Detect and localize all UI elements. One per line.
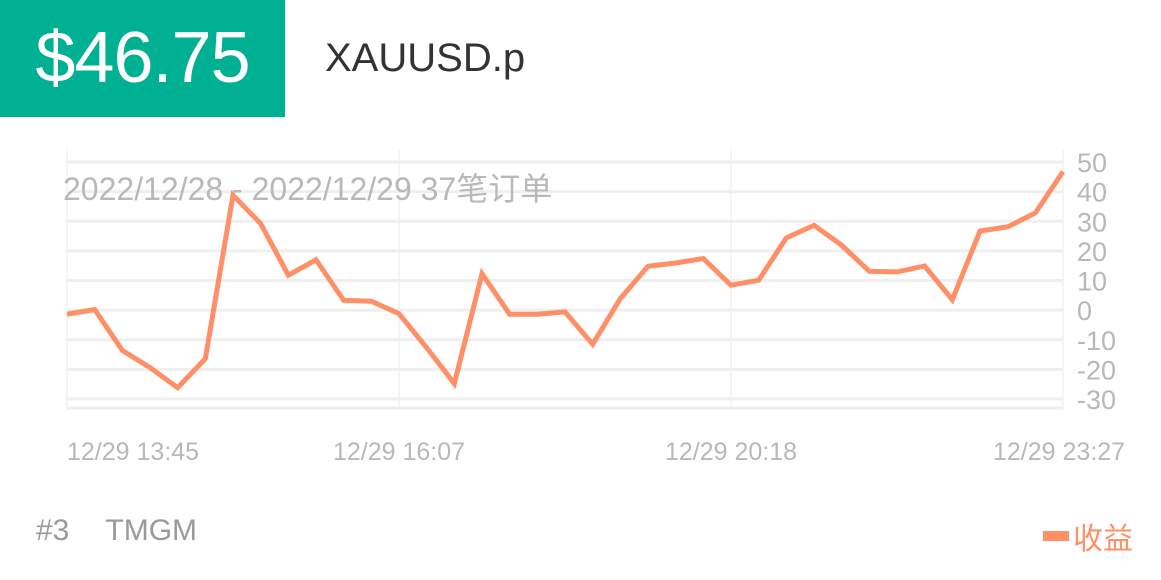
y-tick-label: -20 bbox=[1077, 355, 1116, 385]
y-tick-label: 40 bbox=[1077, 178, 1107, 208]
legend[interactable]: 收益 bbox=[1043, 514, 1133, 558]
y-tick-label: 50 bbox=[1077, 148, 1107, 178]
profit-value: $46.75 bbox=[0, 0, 285, 117]
x-tick-label: 12/29 23:27 bbox=[993, 438, 1125, 466]
rank-label: #3 bbox=[36, 514, 70, 547]
y-tick-label: -10 bbox=[1077, 326, 1116, 356]
broker-label: TMGM bbox=[105, 514, 198, 547]
y-tick-label: 0 bbox=[1077, 296, 1092, 326]
y-tick-label: 20 bbox=[1077, 237, 1107, 267]
y-tick-label: 10 bbox=[1077, 267, 1107, 297]
y-tick-label: -30 bbox=[1077, 385, 1116, 415]
chart-annotation: 2022/12/28 - 2022/12/29 37笔订单 bbox=[63, 171, 553, 207]
legend-label: 收益 bbox=[1073, 523, 1133, 556]
x-tick-label: 12/29 20:18 bbox=[665, 438, 797, 466]
y-tick-label: 30 bbox=[1077, 207, 1107, 237]
x-tick-label: 12/29 13:45 bbox=[67, 438, 199, 466]
x-tick-label: 12/29 16:07 bbox=[333, 438, 465, 466]
symbol-label: XAUUSD.p bbox=[325, 36, 526, 80]
legend-swatch bbox=[1043, 531, 1069, 541]
footer-info: #3 TMGM bbox=[36, 514, 233, 548]
